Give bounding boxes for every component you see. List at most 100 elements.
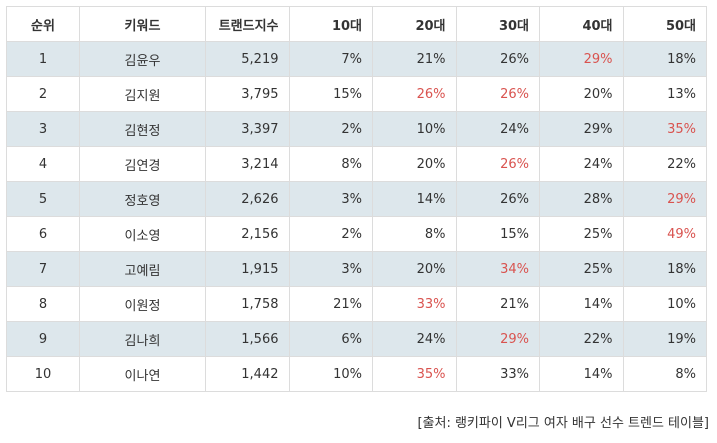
cell-trend-index: 1,915 <box>205 251 290 287</box>
header-40s: 40대 <box>539 6 624 42</box>
cell-10s: 10% <box>288 356 373 392</box>
table-row: 5 정호영 2,626 3% 14% 26% 28% 29% <box>6 181 707 217</box>
cell-50s: 29% <box>622 181 707 217</box>
cell-rank: 9 <box>6 321 80 357</box>
cell-keyword: 김지원 <box>79 76 206 112</box>
cell-rank: 4 <box>6 146 80 182</box>
header-rank: 순위 <box>6 6 80 42</box>
cell-50s: 19% <box>622 321 707 357</box>
cell-trend-index: 1,566 <box>205 321 290 357</box>
cell-30s: 34% <box>455 251 540 287</box>
cell-30s: 24% <box>455 111 540 147</box>
table-row: 4 김연경 3,214 8% 20% 26% 24% 22% <box>6 146 707 182</box>
table-row: 7 고예림 1,915 3% 20% 34% 25% 18% <box>6 251 707 287</box>
cell-keyword: 정호영 <box>79 181 206 217</box>
cell-trend-index: 3,795 <box>205 76 290 112</box>
cell-20s: 35% <box>372 356 457 392</box>
cell-20s: 33% <box>372 286 457 322</box>
cell-10s: 2% <box>288 216 373 252</box>
cell-20s: 21% <box>372 41 457 77</box>
cell-10s: 3% <box>288 251 373 287</box>
table-row: 2 김지원 3,795 15% 26% 26% 20% 13% <box>6 76 707 112</box>
cell-40s: 25% <box>539 251 624 287</box>
table-row: 10 이나연 1,442 10% 35% 33% 14% 8% <box>6 356 707 392</box>
cell-rank: 8 <box>6 286 80 322</box>
cell-40s: 14% <box>539 286 624 322</box>
cell-rank: 3 <box>6 111 80 147</box>
table-row: 6 이소영 2,156 2% 8% 15% 25% 49% <box>6 216 707 252</box>
trend-table: 순위 키워드 트랜드지수 10대 20대 30대 40대 50대 1 김윤우 5… <box>6 6 707 392</box>
cell-40s: 29% <box>539 41 624 77</box>
table-row: 8 이원정 1,758 21% 33% 21% 14% 10% <box>6 286 707 322</box>
cell-50s: 22% <box>622 146 707 182</box>
cell-trend-index: 2,156 <box>205 216 290 252</box>
cell-50s: 18% <box>622 251 707 287</box>
cell-trend-index: 5,219 <box>205 41 290 77</box>
cell-40s: 22% <box>539 321 624 357</box>
cell-40s: 29% <box>539 111 624 147</box>
cell-rank: 10 <box>6 356 80 392</box>
cell-30s: 29% <box>455 321 540 357</box>
cell-40s: 14% <box>539 356 624 392</box>
trend-table-container: 순위 키워드 트랜드지수 10대 20대 30대 40대 50대 1 김윤우 5… <box>6 6 707 392</box>
header-keyword: 키워드 <box>79 6 206 42</box>
cell-50s: 35% <box>622 111 707 147</box>
source-caption: [출처: 랭키파이 V리그 여자 배구 선수 트렌드 테이블] <box>417 416 709 431</box>
cell-30s: 15% <box>455 216 540 252</box>
cell-50s: 10% <box>622 286 707 322</box>
cell-keyword: 이원정 <box>79 286 206 322</box>
table-body: 1 김윤우 5,219 7% 21% 26% 29% 18% 2 김지원 3,7… <box>6 41 707 392</box>
cell-10s: 8% <box>288 146 373 182</box>
cell-30s: 26% <box>455 181 540 217</box>
cell-trend-index: 3,397 <box>205 111 290 147</box>
cell-10s: 3% <box>288 181 373 217</box>
cell-40s: 28% <box>539 181 624 217</box>
table-row: 1 김윤우 5,219 7% 21% 26% 29% 18% <box>6 41 707 77</box>
cell-30s: 33% <box>455 356 540 392</box>
cell-30s: 26% <box>455 76 540 112</box>
cell-30s: 26% <box>455 146 540 182</box>
cell-50s: 13% <box>622 76 707 112</box>
cell-trend-index: 1,758 <box>205 286 290 322</box>
cell-rank: 6 <box>6 216 80 252</box>
cell-10s: 7% <box>288 41 373 77</box>
cell-keyword: 이나연 <box>79 356 206 392</box>
cell-10s: 6% <box>288 321 373 357</box>
header-row: 순위 키워드 트랜드지수 10대 20대 30대 40대 50대 <box>6 6 707 42</box>
cell-20s: 14% <box>372 181 457 217</box>
cell-50s: 18% <box>622 41 707 77</box>
table-row: 3 김현정 3,397 2% 10% 24% 29% 35% <box>6 111 707 147</box>
cell-30s: 26% <box>455 41 540 77</box>
cell-30s: 21% <box>455 286 540 322</box>
cell-40s: 24% <box>539 146 624 182</box>
cell-rank: 7 <box>6 251 80 287</box>
cell-10s: 15% <box>288 76 373 112</box>
cell-20s: 24% <box>372 321 457 357</box>
cell-20s: 26% <box>372 76 457 112</box>
cell-keyword: 김현정 <box>79 111 206 147</box>
cell-keyword: 김윤우 <box>79 41 206 77</box>
header-50s: 50대 <box>622 6 707 42</box>
cell-10s: 2% <box>288 111 373 147</box>
cell-50s: 8% <box>622 356 707 392</box>
header-trend-index: 트랜드지수 <box>205 6 290 42</box>
cell-rank: 5 <box>6 181 80 217</box>
table-header: 순위 키워드 트랜드지수 10대 20대 30대 40대 50대 <box>6 6 707 42</box>
cell-20s: 10% <box>372 111 457 147</box>
cell-40s: 25% <box>539 216 624 252</box>
cell-trend-index: 1,442 <box>205 356 290 392</box>
cell-keyword: 고예림 <box>79 251 206 287</box>
header-30s: 30대 <box>455 6 540 42</box>
header-20s: 20대 <box>372 6 457 42</box>
cell-20s: 8% <box>372 216 457 252</box>
cell-rank: 2 <box>6 76 80 112</box>
cell-20s: 20% <box>372 251 457 287</box>
cell-40s: 20% <box>539 76 624 112</box>
cell-rank: 1 <box>6 41 80 77</box>
cell-keyword: 김연경 <box>79 146 206 182</box>
header-10s: 10대 <box>288 6 373 42</box>
cell-keyword: 이소영 <box>79 216 206 252</box>
table-row: 9 김나희 1,566 6% 24% 29% 22% 19% <box>6 321 707 357</box>
cell-trend-index: 2,626 <box>205 181 290 217</box>
cell-20s: 20% <box>372 146 457 182</box>
